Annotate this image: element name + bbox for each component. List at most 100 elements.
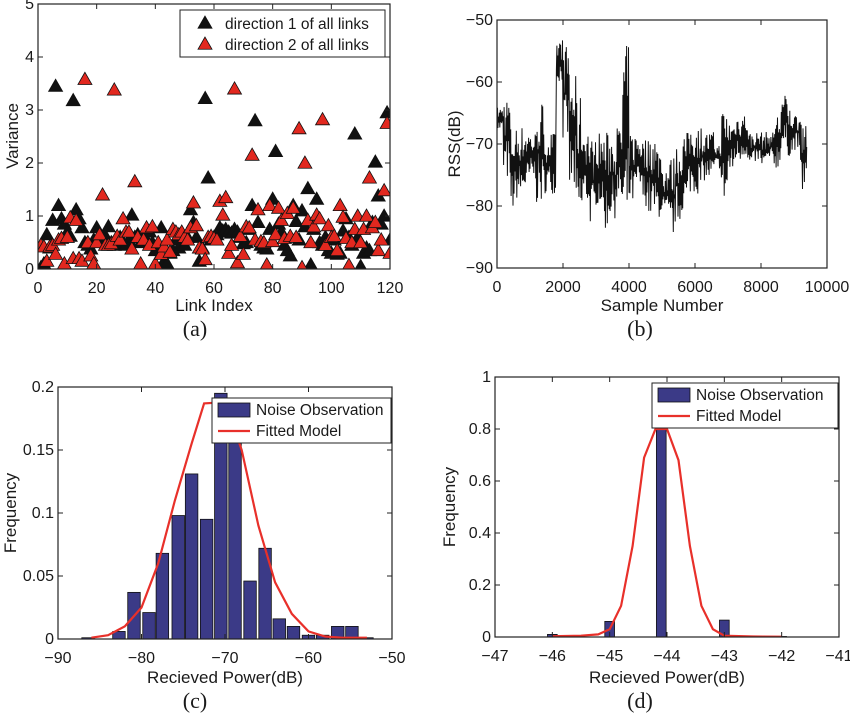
fitted-model-line (552, 427, 782, 637)
data-point-series-2 (329, 242, 345, 257)
legend-label: Noise Observation (256, 402, 384, 419)
legend-label: direction 2 of all links (225, 37, 369, 54)
x-tick-label: 60 (205, 280, 223, 297)
x-tick-label: 0 (493, 279, 502, 296)
data-point-series-2 (306, 218, 322, 233)
histogram-bar (243, 580, 257, 639)
data-point-series-2 (218, 189, 234, 204)
x-axis-label: Recieved Power(dB) (589, 668, 745, 687)
data-point-series-1 (367, 154, 384, 168)
histogram-bar (286, 626, 301, 639)
data-point-series-1 (308, 191, 325, 205)
data-point-series-2 (232, 228, 249, 242)
plot-area (497, 40, 808, 233)
data-point-series-2 (115, 210, 131, 225)
data-point-series-2 (332, 197, 348, 212)
data-point-series-2 (373, 232, 389, 246)
y-tick-label: 4 (25, 49, 34, 66)
legend-marker-icon (197, 36, 213, 50)
data-point-series-2 (235, 246, 252, 260)
data-point-series-1 (376, 208, 390, 222)
data-point-series-2 (291, 120, 307, 135)
x-tick-label: −45 (596, 648, 623, 665)
rss-series-line (497, 40, 808, 233)
legend-bar-swatch-icon (217, 402, 251, 418)
data-point-series-2 (314, 111, 331, 126)
data-point-series-2 (144, 218, 161, 233)
histogram-bar (184, 473, 199, 639)
data-point-series-2 (367, 214, 384, 229)
data-point-series-2 (162, 244, 178, 258)
data-point-series-2 (296, 259, 308, 269)
x-tick-label: 10000 (805, 279, 850, 296)
data-point-series-2 (159, 232, 175, 246)
x-tick-label: −70 (211, 650, 238, 667)
y-tick-label: 0.8 (469, 421, 491, 438)
panel-b: 0 2000 4000 6000 8000 10000 −90 −80 −70 −60 −50 Sam… (445, 12, 849, 341)
panel-d: −47 −46 −45 −44 −43 −42 −41 0 0.2 0.4 0.6 0.8 1 Recie… (440, 369, 850, 713)
data-point-series-1 (182, 201, 199, 216)
x-tick-label: 6000 (677, 279, 713, 296)
legend-label: Fitted Model (696, 408, 781, 425)
histogram-bar (142, 612, 156, 639)
y-tick-label: 0.05 (23, 568, 54, 585)
data-point-series-2 (250, 201, 266, 216)
data-point-series-2 (127, 173, 143, 188)
data-point-series-1 (50, 197, 67, 212)
data-point-series-2 (112, 232, 128, 246)
y-tick-label: 0 (45, 631, 54, 648)
y-tick-label: 1 (482, 369, 491, 386)
data-point-series-2 (352, 234, 369, 249)
plot-area (81, 392, 374, 639)
y-tick-label: 5 (25, 0, 34, 13)
data-point-series-2 (223, 237, 240, 251)
data-point-series-2 (215, 207, 231, 221)
data-point-series-2 (68, 212, 84, 226)
data-point-series-1 (197, 90, 213, 104)
panel-caption: (a) (183, 316, 207, 341)
x-tick-label: −47 (481, 648, 508, 665)
data-point-series-2 (273, 212, 290, 226)
x-tick-label: 40 (146, 280, 164, 297)
data-point-series-1 (200, 170, 216, 184)
data-point-series-1 (124, 207, 140, 221)
data-point-series-2 (220, 245, 237, 259)
histogram-bar (112, 631, 126, 639)
y-axis-label: Frequency (440, 466, 459, 547)
data-point-series-2 (317, 237, 334, 251)
data-point-series-2 (188, 217, 205, 232)
data-point-series-1 (300, 180, 316, 195)
y-tick-label: −70 (466, 136, 493, 153)
y-tick-label: 0.2 (32, 379, 54, 396)
data-point-series-2 (226, 80, 243, 95)
x-tick-label: −42 (768, 648, 795, 665)
data-point-series-1 (347, 126, 363, 140)
y-tick-label: 0.2 (469, 577, 491, 594)
y-tick-label: 1 (25, 208, 34, 225)
plot-area (547, 412, 787, 637)
x-tick-label: −90 (44, 650, 71, 667)
data-point-series-2 (382, 245, 390, 259)
data-point-series-2 (288, 229, 304, 243)
legend-marker-icon (197, 15, 213, 29)
histogram-bar (155, 552, 170, 639)
legend-box (179, 9, 386, 58)
data-point-series-2 (320, 217, 337, 232)
x-tick-label: −44 (653, 648, 680, 665)
data-point-series-1 (250, 214, 266, 229)
data-point-series-2 (342, 257, 356, 269)
data-point-series-2 (285, 200, 301, 214)
y-tick-label: 0 (25, 261, 34, 278)
y-tick-label: −60 (466, 74, 493, 91)
data-point-series-2 (197, 251, 213, 266)
y-tick-label: 0 (482, 629, 491, 646)
data-point-series-2 (185, 194, 202, 209)
x-tick-label: 4000 (611, 279, 647, 296)
x-tick-label: −41 (825, 648, 850, 665)
x-tick-label: 8000 (743, 279, 779, 296)
data-point-series-2 (297, 155, 313, 169)
data-point-series-2 (264, 233, 281, 248)
panel-c: −90 −80 −70 −60 −50 0 0.05 0.1 0.15 0.2 Recieved P… (1, 379, 406, 713)
data-point-series-2 (59, 229, 76, 243)
panel-caption: (b) (627, 316, 653, 341)
